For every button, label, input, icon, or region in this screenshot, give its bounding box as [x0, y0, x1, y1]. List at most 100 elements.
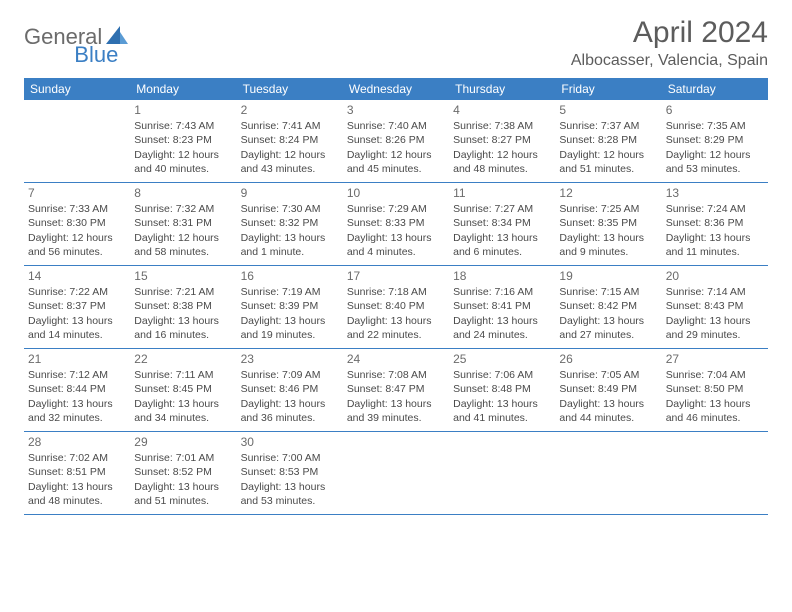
- title-block: April 2024 Albocasser, Valencia, Spain: [571, 16, 768, 70]
- day-number: 8: [134, 185, 232, 201]
- daylight-line-2: and 27 minutes.: [559, 328, 657, 342]
- day-number: 3: [347, 102, 445, 118]
- day-cell: 18Sunrise: 7:16 AMSunset: 8:41 PMDayligh…: [449, 266, 555, 348]
- daylight-line-2: and 32 minutes.: [28, 411, 126, 425]
- daylight-line-2: and 48 minutes.: [28, 494, 126, 508]
- sunrise-line: Sunrise: 7:01 AM: [134, 451, 232, 465]
- daylight-line-1: Daylight: 13 hours: [241, 397, 339, 411]
- daylight-line-2: and 40 minutes.: [134, 162, 232, 176]
- sunset-line: Sunset: 8:32 PM: [241, 216, 339, 230]
- calendar: SundayMondayTuesdayWednesdayThursdayFrid…: [24, 78, 768, 515]
- daylight-line-1: Daylight: 13 hours: [241, 314, 339, 328]
- week-row: 28Sunrise: 7:02 AMSunset: 8:51 PMDayligh…: [24, 432, 768, 515]
- day-cell: 8Sunrise: 7:32 AMSunset: 8:31 PMDaylight…: [130, 183, 236, 265]
- weekday-cell: Friday: [555, 78, 661, 100]
- daylight-line-1: Daylight: 13 hours: [453, 231, 551, 245]
- sunset-line: Sunset: 8:28 PM: [559, 133, 657, 147]
- sunset-line: Sunset: 8:35 PM: [559, 216, 657, 230]
- day-cell: 28Sunrise: 7:02 AMSunset: 8:51 PMDayligh…: [24, 432, 130, 514]
- daylight-line-2: and 48 minutes.: [453, 162, 551, 176]
- day-cell: 1Sunrise: 7:43 AMSunset: 8:23 PMDaylight…: [130, 100, 236, 182]
- sunrise-line: Sunrise: 7:32 AM: [134, 202, 232, 216]
- day-cell: 2Sunrise: 7:41 AMSunset: 8:24 PMDaylight…: [237, 100, 343, 182]
- daylight-line-2: and 22 minutes.: [347, 328, 445, 342]
- page-title: April 2024: [571, 16, 768, 50]
- logo-text-blue: Blue: [74, 42, 118, 68]
- sunset-line: Sunset: 8:34 PM: [453, 216, 551, 230]
- sunset-line: Sunset: 8:44 PM: [28, 382, 126, 396]
- daylight-line-2: and 41 minutes.: [453, 411, 551, 425]
- day-cell: 30Sunrise: 7:00 AMSunset: 8:53 PMDayligh…: [237, 432, 343, 514]
- sunset-line: Sunset: 8:46 PM: [241, 382, 339, 396]
- day-cell: 26Sunrise: 7:05 AMSunset: 8:49 PMDayligh…: [555, 349, 661, 431]
- week-row: 7Sunrise: 7:33 AMSunset: 8:30 PMDaylight…: [24, 183, 768, 266]
- day-cell: [449, 432, 555, 514]
- sunrise-line: Sunrise: 7:40 AM: [347, 119, 445, 133]
- day-cell: [555, 432, 661, 514]
- sunrise-line: Sunrise: 7:05 AM: [559, 368, 657, 382]
- day-cell: 5Sunrise: 7:37 AMSunset: 8:28 PMDaylight…: [555, 100, 661, 182]
- daylight-line-1: Daylight: 12 hours: [134, 148, 232, 162]
- day-number: 19: [559, 268, 657, 284]
- sunrise-line: Sunrise: 7:02 AM: [28, 451, 126, 465]
- daylight-line-2: and 6 minutes.: [453, 245, 551, 259]
- weekday-cell: Monday: [130, 78, 236, 100]
- sunrise-line: Sunrise: 7:16 AM: [453, 285, 551, 299]
- day-cell: 29Sunrise: 7:01 AMSunset: 8:52 PMDayligh…: [130, 432, 236, 514]
- sunrise-line: Sunrise: 7:19 AM: [241, 285, 339, 299]
- day-cell: [24, 100, 130, 182]
- day-cell: 3Sunrise: 7:40 AMSunset: 8:26 PMDaylight…: [343, 100, 449, 182]
- daylight-line-1: Daylight: 13 hours: [347, 397, 445, 411]
- weekday-cell: Thursday: [449, 78, 555, 100]
- week-row: 21Sunrise: 7:12 AMSunset: 8:44 PMDayligh…: [24, 349, 768, 432]
- day-cell: 4Sunrise: 7:38 AMSunset: 8:27 PMDaylight…: [449, 100, 555, 182]
- day-cell: 14Sunrise: 7:22 AMSunset: 8:37 PMDayligh…: [24, 266, 130, 348]
- sunrise-line: Sunrise: 7:24 AM: [666, 202, 764, 216]
- sunset-line: Sunset: 8:50 PM: [666, 382, 764, 396]
- logo: General Blue: [24, 16, 176, 50]
- sunset-line: Sunset: 8:27 PM: [453, 133, 551, 147]
- weekday-header-row: SundayMondayTuesdayWednesdayThursdayFrid…: [24, 78, 768, 100]
- day-number: 22: [134, 351, 232, 367]
- sunrise-line: Sunrise: 7:00 AM: [241, 451, 339, 465]
- day-cell: 10Sunrise: 7:29 AMSunset: 8:33 PMDayligh…: [343, 183, 449, 265]
- day-number: 4: [453, 102, 551, 118]
- daylight-line-2: and 24 minutes.: [453, 328, 551, 342]
- daylight-line-1: Daylight: 13 hours: [559, 397, 657, 411]
- sunrise-line: Sunrise: 7:22 AM: [28, 285, 126, 299]
- day-cell: 19Sunrise: 7:15 AMSunset: 8:42 PMDayligh…: [555, 266, 661, 348]
- daylight-line-1: Daylight: 13 hours: [28, 397, 126, 411]
- day-number: 10: [347, 185, 445, 201]
- sunrise-line: Sunrise: 7:30 AM: [241, 202, 339, 216]
- daylight-line-1: Daylight: 12 hours: [559, 148, 657, 162]
- day-cell: 23Sunrise: 7:09 AMSunset: 8:46 PMDayligh…: [237, 349, 343, 431]
- sunrise-line: Sunrise: 7:25 AM: [559, 202, 657, 216]
- sunset-line: Sunset: 8:26 PM: [347, 133, 445, 147]
- daylight-line-1: Daylight: 12 hours: [241, 148, 339, 162]
- daylight-line-2: and 4 minutes.: [347, 245, 445, 259]
- weeks-container: 1Sunrise: 7:43 AMSunset: 8:23 PMDaylight…: [24, 100, 768, 515]
- day-cell: 9Sunrise: 7:30 AMSunset: 8:32 PMDaylight…: [237, 183, 343, 265]
- daylight-line-2: and 53 minutes.: [666, 162, 764, 176]
- day-number: 9: [241, 185, 339, 201]
- daylight-line-1: Daylight: 13 hours: [134, 480, 232, 494]
- week-row: 1Sunrise: 7:43 AMSunset: 8:23 PMDaylight…: [24, 100, 768, 183]
- sunset-line: Sunset: 8:31 PM: [134, 216, 232, 230]
- weekday-cell: Wednesday: [343, 78, 449, 100]
- sunrise-line: Sunrise: 7:09 AM: [241, 368, 339, 382]
- daylight-line-1: Daylight: 12 hours: [666, 148, 764, 162]
- daylight-line-1: Daylight: 12 hours: [134, 231, 232, 245]
- sunrise-line: Sunrise: 7:33 AM: [28, 202, 126, 216]
- day-number: 26: [559, 351, 657, 367]
- day-cell: 20Sunrise: 7:14 AMSunset: 8:43 PMDayligh…: [662, 266, 768, 348]
- day-number: 20: [666, 268, 764, 284]
- day-number: 11: [453, 185, 551, 201]
- day-number: 25: [453, 351, 551, 367]
- daylight-line-1: Daylight: 13 hours: [28, 480, 126, 494]
- sunrise-line: Sunrise: 7:41 AM: [241, 119, 339, 133]
- day-cell: 21Sunrise: 7:12 AMSunset: 8:44 PMDayligh…: [24, 349, 130, 431]
- sunset-line: Sunset: 8:33 PM: [347, 216, 445, 230]
- day-cell: 25Sunrise: 7:06 AMSunset: 8:48 PMDayligh…: [449, 349, 555, 431]
- day-number: 29: [134, 434, 232, 450]
- day-number: 14: [28, 268, 126, 284]
